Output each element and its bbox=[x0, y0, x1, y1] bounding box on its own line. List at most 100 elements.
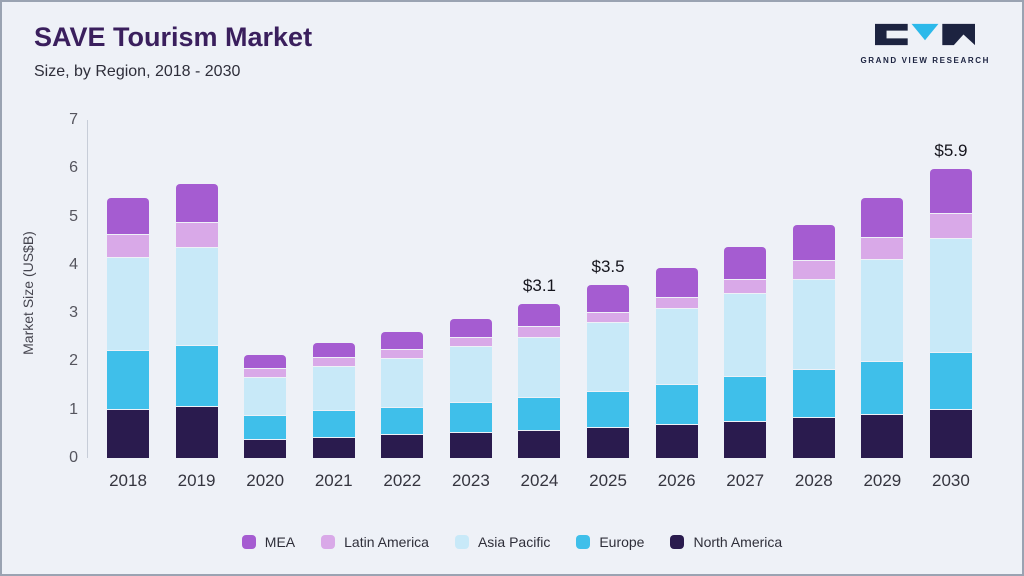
bar-segment bbox=[929, 213, 972, 238]
bar-segment bbox=[587, 285, 630, 312]
chart-title: SAVE Tourism Market bbox=[34, 22, 313, 52]
bar-segment bbox=[861, 237, 904, 260]
legend-swatch bbox=[321, 535, 336, 549]
x-axis-label: 2025 bbox=[589, 471, 627, 490]
bar-segment bbox=[107, 409, 149, 458]
bar-segment bbox=[792, 260, 835, 279]
bar-segment bbox=[792, 418, 835, 458]
legend-item: North America bbox=[670, 534, 782, 550]
bar-segment bbox=[792, 279, 835, 370]
bar-segment bbox=[929, 409, 972, 458]
legend-label: MEA bbox=[264, 534, 296, 550]
bar-column-2023: 2023 bbox=[449, 120, 492, 490]
bar-column-2028: 2028 bbox=[792, 120, 835, 490]
bar-column-2021: 2021 bbox=[312, 120, 355, 490]
bar-segment bbox=[518, 327, 561, 337]
bar-segment bbox=[107, 235, 149, 258]
bar-segment bbox=[655, 384, 698, 425]
x-axis-label: 2030 bbox=[932, 471, 970, 490]
title-block: SAVE Tourism Market Size, by Region, 201… bbox=[34, 22, 312, 81]
bar-column-2018: 2018 bbox=[107, 120, 149, 490]
bar-column-2020: 2020 bbox=[244, 120, 287, 490]
x-axis-label: 2024 bbox=[520, 471, 559, 490]
legend-item: Asia Pacific bbox=[454, 534, 550, 550]
bar-segment bbox=[244, 355, 287, 369]
y-tick-label: 6 bbox=[69, 159, 78, 177]
x-axis-label: 2018 bbox=[109, 471, 147, 490]
bar-segment bbox=[655, 268, 698, 298]
bar-segment bbox=[175, 345, 218, 407]
bar-segment bbox=[587, 428, 630, 458]
bar-segment bbox=[175, 183, 218, 223]
bar-segment bbox=[312, 366, 355, 411]
bar-column-2025: $3.5 2025 bbox=[587, 120, 630, 490]
bar-segment bbox=[861, 361, 904, 414]
bar-segment bbox=[312, 342, 355, 358]
bar-segment bbox=[724, 280, 767, 294]
bar-segment bbox=[244, 369, 287, 377]
bar-segment bbox=[312, 411, 355, 437]
bar-segment bbox=[792, 370, 835, 418]
bar-column-2029: 2029 bbox=[861, 120, 904, 490]
y-tick-label: 1 bbox=[69, 400, 78, 418]
x-axis-label: 2026 bbox=[657, 471, 696, 490]
bar-segment bbox=[312, 358, 355, 366]
bar-segment bbox=[518, 430, 561, 458]
y-axis-line bbox=[87, 120, 88, 458]
plot-area: 2018 2019 2020 2021 2022 2023 $3.1 2024 $3.5 2025… bbox=[87, 120, 992, 490]
bar-segment bbox=[587, 312, 630, 323]
bar-segment bbox=[861, 260, 904, 361]
y-tick-label: 3 bbox=[69, 304, 78, 322]
y-tick-label: 4 bbox=[69, 255, 78, 273]
bar-segment bbox=[107, 198, 149, 235]
bar-segment bbox=[929, 353, 972, 409]
bar-segment bbox=[175, 407, 218, 458]
x-axis-label: 2020 bbox=[246, 471, 285, 490]
bar-column-2024: $3.1 2024 bbox=[518, 120, 561, 490]
x-axis-label: 2022 bbox=[383, 471, 422, 490]
bar-segment bbox=[107, 350, 149, 409]
bar-segment bbox=[175, 248, 218, 345]
bar-segment bbox=[449, 338, 492, 347]
bar-segment bbox=[244, 415, 287, 439]
gvr-logo: GRAND VIEW RESEARCH bbox=[860, 22, 990, 65]
bar-segment bbox=[381, 407, 424, 435]
x-axis-label: 2029 bbox=[863, 471, 902, 490]
bar-segment bbox=[175, 223, 218, 248]
y-axis-title: Market Size (US$B) bbox=[20, 231, 36, 355]
bar-segment bbox=[587, 391, 630, 428]
bar-segment bbox=[449, 432, 492, 458]
bar-segment bbox=[724, 294, 767, 377]
legend-swatch bbox=[454, 535, 469, 549]
bar-segment bbox=[381, 349, 424, 359]
bar-total-label: $3.1 bbox=[522, 276, 557, 296]
bar-segment bbox=[518, 398, 561, 430]
y-tick-label: 5 bbox=[69, 207, 78, 225]
legend-item: Latin America bbox=[321, 534, 429, 550]
y-tick-label: 7 bbox=[69, 111, 78, 128]
bar-segment bbox=[655, 308, 698, 384]
bar-segment bbox=[107, 258, 149, 350]
bar-segment bbox=[861, 198, 904, 237]
x-axis-label: 2027 bbox=[726, 471, 765, 490]
bar-segment bbox=[381, 435, 424, 458]
bar-segment bbox=[724, 422, 767, 458]
bar-segment bbox=[655, 425, 698, 458]
bar-segment bbox=[518, 337, 561, 398]
x-axis-label: 2019 bbox=[177, 471, 216, 490]
legend-item: Europe bbox=[576, 534, 644, 550]
legend-label: North America bbox=[693, 534, 783, 550]
y-axis: 0 1 2 3 4 5 6 7 bbox=[44, 111, 78, 466]
bar-segment bbox=[929, 169, 972, 213]
bar-column-2027: 2027 bbox=[724, 120, 767, 490]
bar-segment bbox=[587, 323, 630, 391]
x-axis-label: 2021 bbox=[314, 471, 353, 490]
gvr-logo-icon bbox=[875, 22, 976, 52]
bar-segment bbox=[312, 437, 355, 458]
bar-segment bbox=[244, 377, 287, 415]
x-axis-label: 2023 bbox=[451, 471, 490, 490]
chart-header: SAVE Tourism Market Size, by Region, 201… bbox=[34, 22, 990, 81]
bar-segment bbox=[655, 298, 698, 308]
x-axis-label: 2028 bbox=[794, 471, 833, 490]
bar-segment bbox=[792, 224, 835, 260]
